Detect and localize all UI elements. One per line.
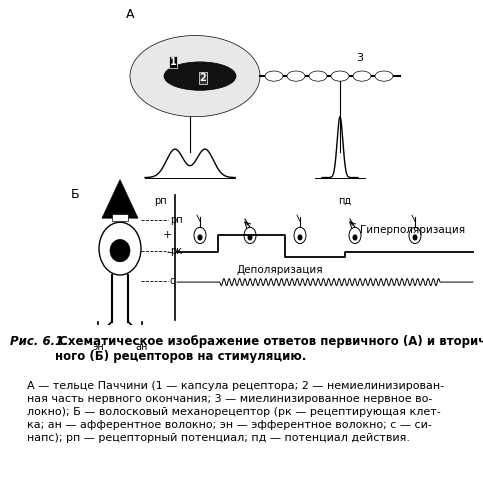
Ellipse shape bbox=[194, 227, 206, 244]
Ellipse shape bbox=[135, 39, 255, 113]
Ellipse shape bbox=[298, 234, 302, 241]
Text: А — тельце Паччини (1 — капсула рецептора; 2 — немиелинизирован-: А — тельце Паччини (1 — капсула рецептор… bbox=[27, 381, 444, 391]
Text: рп: рп bbox=[154, 196, 166, 206]
Ellipse shape bbox=[409, 227, 421, 244]
Text: Схематическое изображение ответов первичного (А) и вторич-
ного (Б) рецепторов н: Схематическое изображение ответов первич… bbox=[55, 335, 483, 363]
Ellipse shape bbox=[141, 42, 249, 110]
Ellipse shape bbox=[287, 71, 305, 81]
Text: Гиперполяризация: Гиперполяризация bbox=[360, 225, 465, 235]
Ellipse shape bbox=[294, 227, 306, 244]
Text: А: А bbox=[126, 8, 134, 21]
Text: с: с bbox=[170, 276, 175, 286]
Text: рп: рп bbox=[170, 215, 183, 225]
Polygon shape bbox=[102, 180, 138, 218]
Ellipse shape bbox=[412, 234, 417, 241]
Text: Б: Б bbox=[71, 188, 79, 201]
Text: +: + bbox=[163, 230, 172, 241]
Text: Деполяризация: Деполяризация bbox=[237, 265, 323, 275]
Text: 1: 1 bbox=[170, 57, 176, 67]
Ellipse shape bbox=[198, 234, 202, 241]
Ellipse shape bbox=[353, 71, 371, 81]
Ellipse shape bbox=[130, 35, 260, 117]
Ellipse shape bbox=[247, 234, 253, 241]
Text: напс); рп — рецепторный потенциал; пд — потенциал действия.: напс); рп — рецепторный потенциал; пд — … bbox=[27, 433, 410, 443]
Text: 2: 2 bbox=[199, 73, 206, 83]
Text: ан: ан bbox=[136, 342, 148, 352]
Bar bbox=[112, 214, 128, 221]
Ellipse shape bbox=[184, 69, 206, 83]
Text: пд: пд bbox=[339, 196, 352, 206]
Ellipse shape bbox=[375, 71, 393, 81]
Ellipse shape bbox=[265, 71, 283, 81]
Ellipse shape bbox=[99, 222, 141, 275]
Ellipse shape bbox=[349, 227, 361, 244]
Ellipse shape bbox=[190, 73, 200, 80]
Text: ка; ан — афферентное волокно; эн — эфферентное волокно; с — си-: ка; ан — афферентное волокно; эн — эффер… bbox=[27, 420, 432, 430]
Ellipse shape bbox=[331, 71, 349, 81]
Ellipse shape bbox=[168, 59, 222, 93]
Ellipse shape bbox=[353, 234, 357, 241]
Ellipse shape bbox=[152, 49, 238, 103]
Ellipse shape bbox=[309, 71, 327, 81]
Ellipse shape bbox=[110, 240, 130, 262]
Text: –: – bbox=[166, 246, 172, 257]
Ellipse shape bbox=[179, 66, 211, 86]
Text: ная часть нервного окончания; 3 — миелинизированное нервное во-: ная часть нервного окончания; 3 — миелин… bbox=[27, 394, 432, 404]
Text: локно); Б — волосковый механорецептор (рк — рецептирующая клет-: локно); Б — волосковый механорецептор (р… bbox=[27, 407, 441, 417]
Ellipse shape bbox=[157, 53, 233, 100]
Ellipse shape bbox=[244, 227, 256, 244]
Ellipse shape bbox=[173, 62, 217, 90]
Ellipse shape bbox=[146, 46, 244, 107]
Ellipse shape bbox=[164, 62, 236, 91]
Text: эн: эн bbox=[92, 342, 104, 352]
Text: 3: 3 bbox=[356, 53, 364, 63]
Text: рк: рк bbox=[170, 246, 182, 256]
Text: Рис. 6.1.: Рис. 6.1. bbox=[10, 335, 68, 348]
Ellipse shape bbox=[162, 56, 227, 96]
